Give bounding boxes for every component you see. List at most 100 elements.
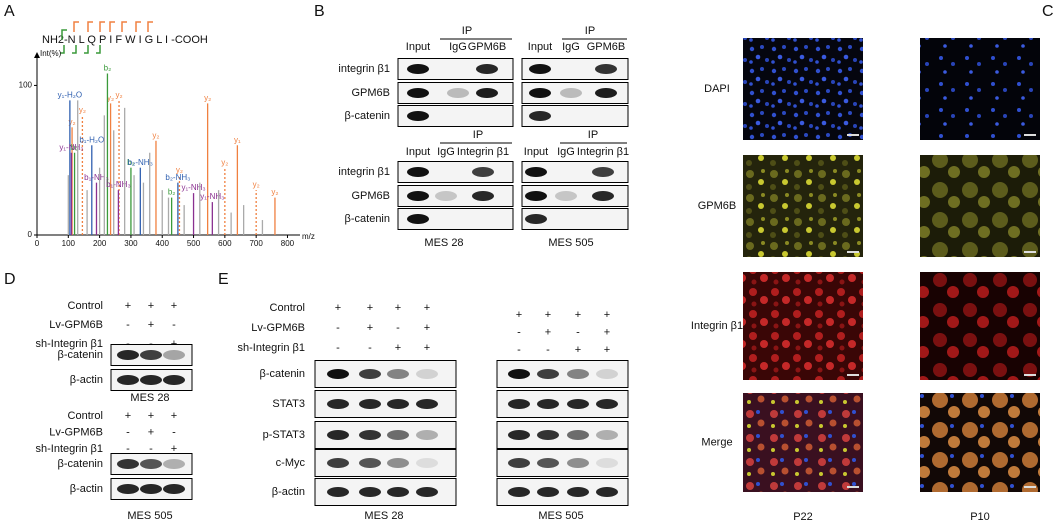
blot-band bbox=[327, 399, 349, 409]
blot-band bbox=[525, 167, 547, 177]
row-label: GPM6B bbox=[351, 190, 390, 202]
blot-band bbox=[525, 214, 547, 224]
sign: - bbox=[172, 319, 176, 331]
blot-band bbox=[529, 64, 551, 74]
blot-band bbox=[416, 430, 438, 440]
channel-label: Merge bbox=[701, 436, 732, 448]
peak-label: y₂ bbox=[204, 93, 211, 102]
micrograph bbox=[920, 38, 1040, 140]
protein-label: β-actin bbox=[272, 486, 305, 498]
sign: + bbox=[171, 410, 177, 422]
sign: - bbox=[172, 426, 176, 438]
sign: - bbox=[126, 443, 130, 455]
sign: + bbox=[148, 300, 154, 312]
peak-label: b₂ bbox=[127, 158, 135, 167]
panel-label: D bbox=[4, 271, 16, 288]
blot-band bbox=[596, 487, 618, 497]
peak-label: y₁-NH₃ bbox=[200, 192, 224, 201]
peak-label: y₂ bbox=[79, 105, 86, 114]
sign: - bbox=[517, 344, 521, 356]
scale-bar bbox=[1024, 374, 1036, 376]
sample-label: P22 bbox=[793, 511, 813, 522]
peak-label: y₂ bbox=[221, 158, 228, 167]
scale-bar bbox=[1024, 486, 1036, 488]
blot-band bbox=[359, 399, 381, 409]
sign: + bbox=[367, 302, 373, 314]
condition-label: Control bbox=[68, 300, 103, 312]
blot-band bbox=[537, 369, 559, 379]
protein-label: β-actin bbox=[70, 483, 103, 495]
micrograph bbox=[920, 393, 1040, 492]
blot-band bbox=[592, 191, 614, 201]
blot-band bbox=[140, 459, 162, 469]
blot-band bbox=[476, 88, 498, 98]
lane-label: Integrin β1 bbox=[577, 146, 629, 158]
axis-arrow bbox=[34, 52, 40, 58]
blot-band bbox=[407, 64, 429, 74]
peak-label: b₁-NH₃ bbox=[84, 173, 109, 182]
x-tick-label: 200 bbox=[93, 239, 107, 248]
lane-label: IgG bbox=[437, 146, 455, 158]
blot-band bbox=[537, 458, 559, 468]
blot-band bbox=[416, 458, 438, 468]
blot-band bbox=[567, 487, 589, 497]
row-label: β-catenin bbox=[345, 213, 390, 225]
blot-membrane bbox=[521, 58, 629, 80]
blot-band bbox=[476, 64, 498, 74]
row-label: integrin β1 bbox=[338, 166, 390, 178]
blot-band bbox=[387, 458, 409, 468]
row-label: GPM6B bbox=[351, 87, 390, 99]
sign: + bbox=[545, 326, 551, 338]
sign: + bbox=[148, 410, 154, 422]
fragment-mark bbox=[135, 21, 141, 32]
blot-band bbox=[508, 369, 530, 379]
blot-band bbox=[327, 430, 349, 440]
blot-band bbox=[472, 191, 494, 201]
cell-line-label: MES 28 bbox=[130, 392, 169, 404]
sign: - bbox=[546, 344, 550, 356]
blot-band bbox=[416, 369, 438, 379]
scale-bar bbox=[847, 134, 859, 136]
blot-band bbox=[407, 111, 429, 121]
micrograph bbox=[743, 393, 863, 492]
blot-membrane bbox=[397, 58, 514, 80]
sign: - bbox=[126, 426, 130, 438]
x-tick-label: 100 bbox=[62, 239, 76, 248]
lane-label: Integrin β1 bbox=[457, 146, 509, 158]
blot-band bbox=[163, 459, 185, 469]
blot-band bbox=[447, 88, 469, 98]
y-tick-label: 100 bbox=[19, 81, 33, 90]
protein-label: β-catenin bbox=[260, 368, 305, 380]
sign: - bbox=[517, 326, 521, 338]
blot-membrane bbox=[521, 185, 629, 207]
sign: + bbox=[604, 344, 610, 356]
x-tick-label: 700 bbox=[249, 239, 263, 248]
sign: - bbox=[396, 322, 400, 334]
sign: - bbox=[336, 322, 340, 334]
sign: - bbox=[368, 342, 372, 354]
x-tick-label: 800 bbox=[281, 239, 295, 248]
micrograph bbox=[920, 155, 1040, 257]
sample-label: P10 bbox=[970, 511, 990, 522]
blot-band bbox=[508, 458, 530, 468]
blot-band bbox=[529, 111, 551, 121]
blot-band bbox=[140, 484, 162, 494]
protein-label: p-STAT3 bbox=[263, 429, 305, 441]
blot-membrane bbox=[521, 105, 629, 127]
row-label: β-catenin bbox=[345, 110, 390, 122]
blot-band bbox=[387, 369, 409, 379]
sign: + bbox=[604, 309, 610, 321]
sign: - bbox=[149, 338, 153, 350]
blot-band bbox=[117, 459, 139, 469]
blot-band bbox=[592, 167, 614, 177]
blot-band bbox=[567, 430, 589, 440]
lane-label: IgG bbox=[449, 41, 467, 53]
blot-band bbox=[327, 487, 349, 497]
blot-band bbox=[567, 458, 589, 468]
blot-band bbox=[537, 430, 559, 440]
channel-label: GPM6B bbox=[698, 200, 737, 212]
peak-label: y₁-H₂O bbox=[58, 90, 82, 99]
blot-membrane bbox=[521, 208, 629, 230]
channel-label: Integrin β1 bbox=[691, 320, 743, 332]
